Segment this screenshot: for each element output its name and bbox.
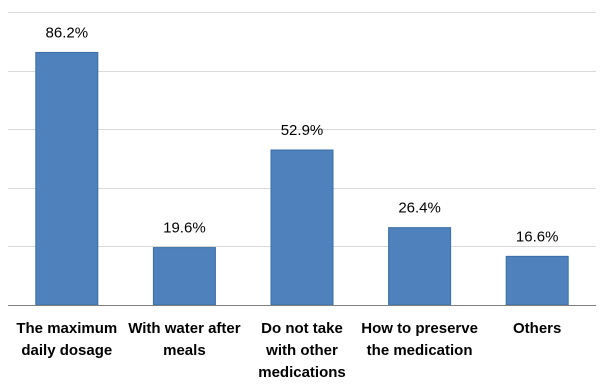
- category-labels: The maximum daily dosage With water after m…: [16, 320, 561, 381]
- bar: [388, 227, 452, 306]
- category-label-line: with other: [265, 342, 338, 359]
- category-label-line: The maximum: [16, 320, 117, 337]
- category-label: With water after meals: [128, 320, 241, 359]
- data-label: 26.4%: [398, 200, 441, 217]
- data-label: 19.6%: [163, 220, 206, 237]
- bars: [35, 51, 569, 306]
- data-label: 52.9%: [281, 122, 324, 139]
- data-label: 86.2%: [46, 24, 89, 41]
- category-label-line: meals: [163, 342, 206, 359]
- category-label-line: Others: [513, 320, 561, 337]
- category-label-line: medications: [258, 364, 346, 381]
- category-label-line: With water after: [128, 320, 241, 337]
- category-label-line: Do not take: [261, 320, 343, 337]
- bar: [152, 247, 216, 306]
- data-label: 16.6%: [516, 228, 559, 245]
- bar: [270, 149, 334, 306]
- category-label: Do not take with other medications: [258, 320, 346, 381]
- category-label-line: How to preserve: [361, 320, 478, 337]
- category-label-line: daily dosage: [21, 342, 112, 359]
- category-label-line: the medication: [367, 342, 473, 359]
- data-labels: 86.2% 19.6% 52.9% 26.4% 16.6%: [46, 24, 559, 245]
- bar: [505, 255, 569, 306]
- category-label: Others: [513, 320, 561, 337]
- gridlines: [8, 12, 596, 247]
- category-label: How to preserve the medication: [361, 320, 478, 359]
- bar: [35, 51, 99, 306]
- category-label: The maximum daily dosage: [16, 320, 117, 359]
